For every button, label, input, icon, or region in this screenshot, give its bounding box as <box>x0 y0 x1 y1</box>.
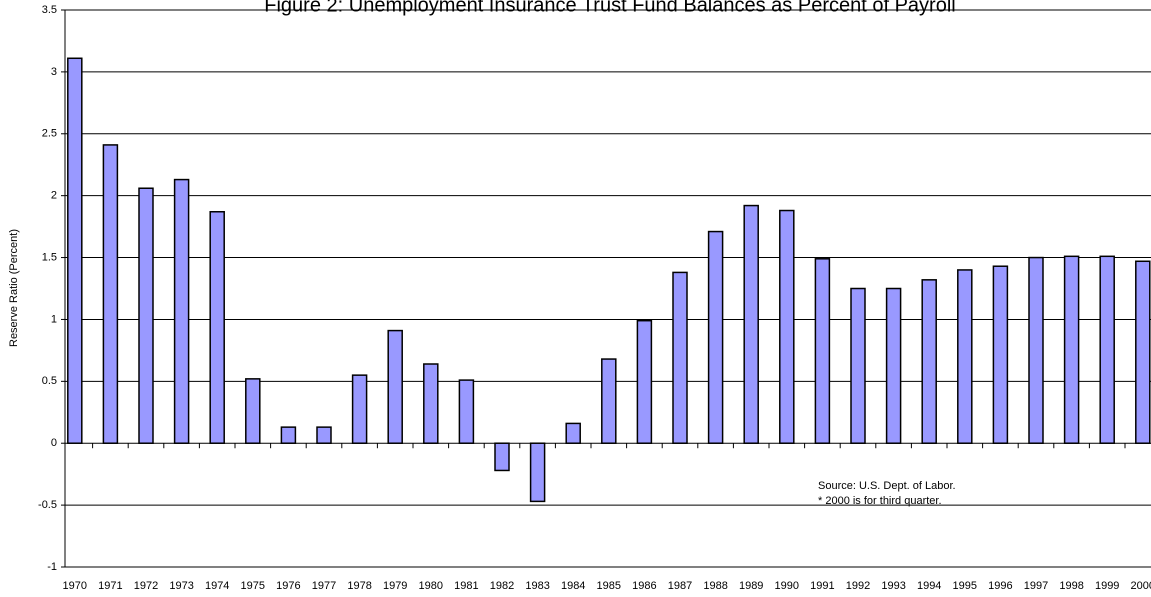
x-tick-label: 1972 <box>134 580 158 592</box>
annotation: * 2000 is for third quarter. <box>818 495 942 507</box>
x-tick-label: 1971 <box>98 580 122 592</box>
y-tick-label: 3.5 <box>42 4 57 16</box>
x-tick-label: 1991 <box>810 580 834 592</box>
bar <box>850 287 866 444</box>
bar <box>601 358 617 444</box>
bar <box>245 378 261 444</box>
x-tick-label: 1978 <box>347 580 371 592</box>
x-tick-label: 1983 <box>525 580 549 592</box>
x-tick-label: 1976 <box>276 580 300 592</box>
x-tick-label: 2000 <box>1131 580 1151 592</box>
bar <box>992 265 1009 444</box>
bar <box>1028 256 1044 444</box>
y-tick-label: -0.5 <box>38 499 57 511</box>
bar <box>458 379 475 444</box>
x-tick-label: 1975 <box>241 580 265 592</box>
x-tick-label: 1995 <box>953 580 977 592</box>
y-tick-label: -1 <box>47 561 57 573</box>
bar <box>102 144 119 444</box>
x-tick-label: 1999 <box>1095 580 1119 592</box>
y-tick-label: 1.5 <box>42 251 57 263</box>
bar <box>209 211 225 444</box>
x-tick-label: 1996 <box>988 580 1012 592</box>
x-tick-label: 1993 <box>881 580 905 592</box>
x-tick-label: 1984 <box>561 580 585 592</box>
bar <box>280 426 297 444</box>
y-axis-label: Reserve Ratio (Percent) <box>8 229 20 347</box>
x-tick-label: 1973 <box>169 580 193 592</box>
bar <box>672 271 688 444</box>
y-tick-label: 0.5 <box>42 375 57 387</box>
bar <box>387 329 403 444</box>
bar <box>636 319 653 444</box>
bar <box>1135 260 1151 444</box>
x-tick-label: 1998 <box>1059 580 1083 592</box>
x-tick-label: 1986 <box>632 580 656 592</box>
x-tick-label: 1977 <box>312 580 336 592</box>
bar <box>921 279 937 444</box>
bar <box>351 374 368 444</box>
bar <box>814 258 831 444</box>
bar <box>1099 255 1115 444</box>
bar <box>743 204 759 444</box>
y-tick-label: 1 <box>51 313 57 325</box>
bar <box>565 422 581 444</box>
bar <box>173 178 190 444</box>
x-tick-label: 1979 <box>383 580 407 592</box>
x-tick-label: 1990 <box>775 580 799 592</box>
chart-title: Figure 2: Unemployment Insurance Trust F… <box>264 0 955 16</box>
x-tick-label: 1980 <box>419 580 443 592</box>
y-tick-label: 2 <box>51 190 57 202</box>
x-tick-label: 1974 <box>205 580 229 592</box>
bar <box>138 187 154 444</box>
bar <box>494 442 510 472</box>
bar <box>885 287 902 444</box>
x-tick-label: 1989 <box>739 580 763 592</box>
bar <box>316 426 332 444</box>
x-tick-label: 1992 <box>846 580 870 592</box>
bar <box>67 57 83 444</box>
y-tick-label: 3 <box>51 66 57 78</box>
bar <box>779 209 795 444</box>
x-tick-label: 1970 <box>63 580 87 592</box>
x-tick-label: 1997 <box>1024 580 1048 592</box>
y-tick-label: 0 <box>51 437 57 449</box>
x-tick-label: 1981 <box>454 580 478 592</box>
annotation: Source: U.S. Dept. of Labor. <box>818 480 956 492</box>
x-tick-label: 1985 <box>597 580 621 592</box>
bar <box>529 442 546 503</box>
x-tick-label: 1987 <box>668 580 692 592</box>
x-tick-label: 1994 <box>917 580 941 592</box>
bar <box>707 230 724 444</box>
bar <box>957 269 973 444</box>
bar <box>423 363 439 444</box>
x-tick-label: 1982 <box>490 580 514 592</box>
y-tick-label: 2.5 <box>42 128 57 140</box>
x-tick-label: 1988 <box>703 580 727 592</box>
bar <box>1063 255 1080 444</box>
